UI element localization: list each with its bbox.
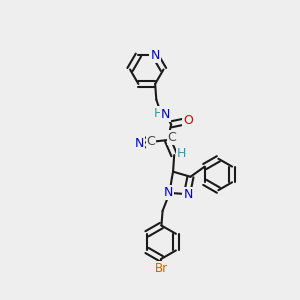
Text: Br: Br xyxy=(155,262,168,275)
Text: C: C xyxy=(147,135,155,148)
Text: C: C xyxy=(167,131,176,144)
Text: N: N xyxy=(151,49,160,62)
Text: N: N xyxy=(135,136,145,149)
Text: N: N xyxy=(161,108,170,121)
Text: O: O xyxy=(183,114,193,128)
Text: N: N xyxy=(184,188,193,201)
Text: N: N xyxy=(164,186,173,200)
Text: H: H xyxy=(154,107,163,120)
Text: H: H xyxy=(177,147,186,160)
